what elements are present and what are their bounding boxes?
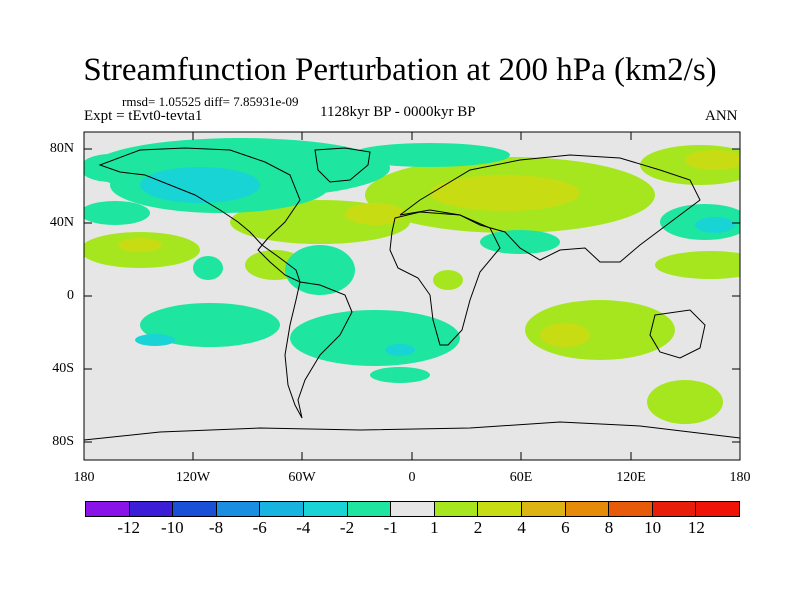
colorbar-bin [216, 502, 261, 516]
australia-outline [649, 309, 706, 359]
positive-region-spacific [647, 380, 723, 424]
lon-label-60e: 60E [509, 470, 533, 485]
colorbar-label: -4 [296, 518, 311, 537]
positive-region-wpacific [655, 251, 740, 279]
lat-label-80s: 80S [52, 434, 74, 449]
colorbar-label: 1 [430, 518, 439, 537]
colorbar-label: -8 [208, 518, 224, 537]
lon-label-0: 0 [408, 470, 416, 485]
lon-label-180w: 180 [73, 470, 95, 485]
negative-region-southern-ocean [370, 367, 430, 383]
negative-region-hawaii [193, 256, 223, 280]
negative-region-arabia [480, 230, 560, 254]
colorbar-bin [696, 502, 739, 516]
colorbar-bin [391, 502, 435, 516]
colorbar-bin [260, 502, 304, 516]
colorbar-bin [434, 502, 479, 516]
colorbar-bin [652, 502, 697, 516]
period-label: 1128kyr BP - 0000kyr BP [320, 104, 476, 120]
chart-title: Streamfunction Perturbation at 200 hPa (… [83, 52, 717, 88]
colorbar-label: -2 [339, 518, 355, 537]
negative-core-namerica [140, 167, 260, 203]
lat-label-40s: 40S [52, 361, 74, 376]
negative-core-pacific-east [695, 217, 735, 233]
lat-label-0: 0 [67, 288, 74, 303]
colorbar-label: -12 [117, 518, 140, 537]
coastlines [84, 147, 740, 441]
colorbar-bin [521, 502, 566, 516]
lon-label-60w: 60W [288, 470, 316, 485]
colorbar-label: -10 [160, 518, 184, 537]
colorbar-label: 12 [687, 518, 705, 537]
lon-label-180e: 180 [729, 470, 751, 485]
positive-core-eurasia [430, 175, 580, 211]
colorbar-label: 8 [604, 518, 614, 537]
colorbar-bin [173, 502, 217, 516]
greenland-outline [314, 147, 371, 183]
colorbar-bin [347, 502, 392, 516]
negative-core-satlantic [385, 344, 415, 356]
colorbar-label: 4 [517, 518, 526, 537]
colorbar-bin [86, 502, 130, 516]
negative-region-sepacific [140, 303, 280, 347]
negative-region-satlantic [290, 310, 460, 366]
positive-core-nepacific [685, 150, 740, 170]
colorbar [85, 501, 740, 517]
lat-label-40n: 40N [49, 215, 74, 230]
negative-region-nepacific-low [84, 201, 150, 225]
lon-label-120e: 120E [616, 470, 646, 485]
axis-ticks [84, 132, 740, 460]
colorbar-bin [129, 502, 174, 516]
eurasia-outline [399, 154, 701, 263]
experiment-label: Expt = tEvt0-tevta1 [84, 108, 203, 124]
south-america-outline [284, 281, 353, 419]
negative-region-alaska [84, 154, 140, 182]
positive-core-indianocean [540, 323, 590, 347]
colorbar-label: -6 [252, 518, 267, 537]
colorbar-bin [565, 502, 610, 516]
lon-label-120w: 120W [175, 470, 211, 485]
negative-core-sepacific [135, 334, 175, 346]
positive-core-natlantic [345, 203, 405, 225]
colorbar-label: 6 [561, 518, 570, 537]
north-america-outline [98, 147, 301, 283]
colorbar-label: 10 [644, 518, 662, 537]
contour-fields [84, 138, 740, 424]
colorbar-label: -1 [383, 518, 398, 537]
africa-outline [389, 211, 501, 346]
colorbar-label: 2 [473, 518, 483, 537]
colorbar-bin [478, 502, 522, 516]
negative-region-greenland [350, 143, 510, 167]
season-label: ANN [705, 108, 738, 124]
positive-region-africa [433, 270, 463, 290]
colorbar-bin [303, 502, 348, 516]
colorbar-bin [609, 502, 653, 516]
rmsd-text: rmsd= 1.05525 diff= 7.85931e-09 [122, 94, 299, 109]
lat-label-80n: 80N [49, 141, 74, 156]
antarctica-outline [84, 421, 740, 441]
positive-core-npacific [118, 238, 162, 252]
